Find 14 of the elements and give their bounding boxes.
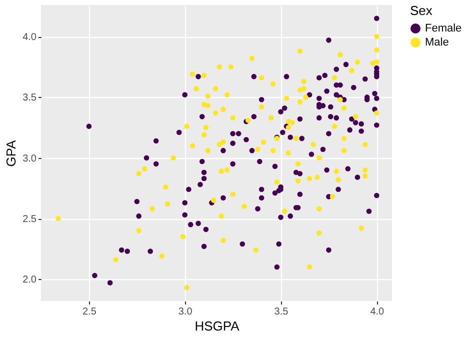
legend-label: Female	[425, 22, 462, 34]
legend-title: Sex	[410, 3, 433, 18]
x-tick-label: 3.5	[274, 306, 289, 318]
x-tick-label: 3.0	[178, 306, 193, 318]
x-tick-label: 4.0	[370, 306, 385, 318]
y-axis-title: GPA	[4, 140, 19, 167]
x-tick-label: 2.5	[82, 306, 97, 318]
y-tick-label: 4.0	[22, 32, 37, 44]
y-tick-label: 2.0	[22, 274, 37, 286]
y-tick-label: 3.5	[22, 92, 37, 104]
legend-label: Male	[425, 36, 449, 48]
x-axis-title: HSGPA	[194, 318, 240, 334]
y-tick-label: 2.5	[22, 214, 37, 226]
y-tick-label: 3.0	[22, 153, 37, 164]
